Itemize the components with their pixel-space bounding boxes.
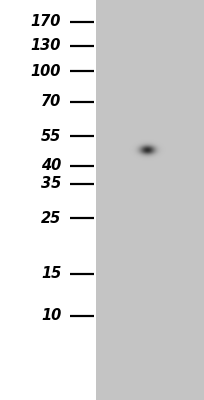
Text: 170: 170 [31, 14, 61, 30]
Text: 25: 25 [41, 210, 61, 226]
Text: 70: 70 [41, 94, 61, 110]
Text: 15: 15 [41, 266, 61, 282]
Bar [0, 0, 96, 400]
Text: 35: 35 [41, 176, 61, 192]
Text: 10: 10 [41, 308, 61, 324]
Text: 55: 55 [41, 128, 61, 144]
Bar [96, 0, 204, 400]
Text: 40: 40 [41, 158, 61, 174]
Text: 130: 130 [31, 38, 61, 54]
Text: 100: 100 [31, 64, 61, 79]
